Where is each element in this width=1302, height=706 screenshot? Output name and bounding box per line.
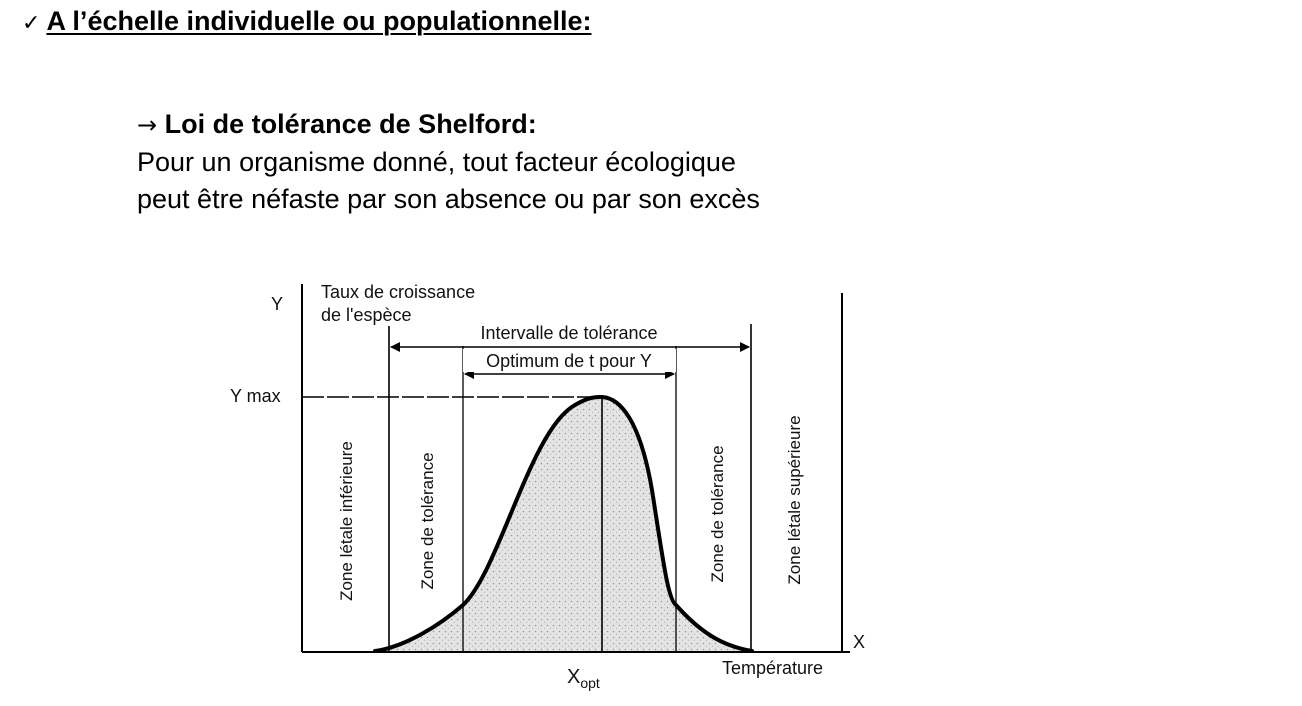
law-title-text: Loi de tolérance de Shelford: bbox=[164, 109, 537, 139]
tolerance-interval-label: Intervalle de tolérance bbox=[480, 323, 657, 343]
right-arrow-icon: → bbox=[137, 111, 158, 139]
zone-tolerance-upper-label: Zone de tolérance bbox=[708, 445, 727, 582]
law-description-line-1: Pour un organisme donné, tout facteur éc… bbox=[137, 147, 736, 177]
y-max-label: Y max bbox=[230, 386, 281, 406]
x-axis-label: Température bbox=[722, 658, 823, 678]
x-axis-letter: X bbox=[853, 632, 865, 652]
law-description-line-2: peut être néfaste par son absence ou par… bbox=[137, 184, 760, 214]
growth-curve bbox=[373, 394, 754, 653]
y-axis-label-line2: de l'espèce bbox=[321, 305, 412, 325]
zone-tolerance-lower-label: Zone de tolérance bbox=[418, 452, 437, 589]
x-opt-label: Xopt bbox=[567, 666, 600, 691]
optimum-label: Optimum de t pour Y bbox=[486, 351, 652, 371]
y-axis-label-line1: Taux de croissance bbox=[321, 282, 475, 302]
check-mark-icon: ✓ bbox=[22, 11, 41, 36]
shaded-area bbox=[385, 396, 752, 651]
law-block: → Loi de tolérance de Shelford: Pour un … bbox=[137, 106, 760, 218]
section-heading-text: A l’échelle individuelle ou populationne… bbox=[46, 6, 592, 36]
x-opt-subscript: opt bbox=[580, 675, 600, 691]
optimum-label-box bbox=[463, 349, 676, 372]
zone-lethal-lower-label: Zone létale inférieure bbox=[337, 441, 356, 601]
y-axis-letter: Y bbox=[271, 294, 283, 314]
section-heading: ✓ A l’échelle individuelle ou populationn… bbox=[22, 6, 592, 37]
zone-lethal-upper-label: Zone létale supérieure bbox=[785, 415, 804, 584]
x-opt-main: X bbox=[567, 666, 580, 688]
law-title: → Loi de tolérance de Shelford: bbox=[137, 106, 760, 144]
